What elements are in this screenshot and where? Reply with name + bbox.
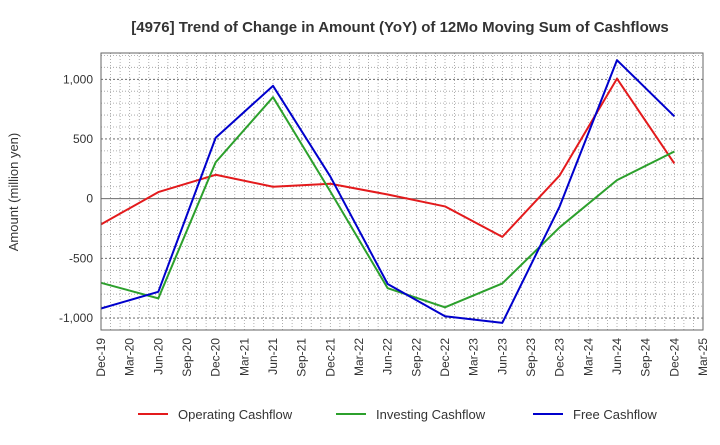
x-tick-labels: Dec-19 Mar-20 Jun-20 Sep-20 Dec-20 Mar-21 Jun-… xyxy=(94,338,710,377)
x-tick-label: Jun-20 xyxy=(151,338,165,375)
x-tick-label: Mar-24 xyxy=(581,338,595,376)
x-tick-label: Mar-22 xyxy=(352,338,366,376)
x-tick-label: Sep-23 xyxy=(524,338,538,377)
x-tick-label: Sep-21 xyxy=(295,338,309,377)
x-tick-label: Mar-21 xyxy=(237,338,251,376)
x-tick-label: Dec-19 xyxy=(94,338,108,377)
x-tick-label: Dec-24 xyxy=(667,338,681,377)
x-tick-label: Mar-25 xyxy=(696,338,710,376)
x-tick-label: Dec-22 xyxy=(438,338,452,377)
legend: Operating Cashflow Investing Cashflow Free… xyxy=(138,407,657,422)
y-tick-label: 500 xyxy=(73,132,93,146)
series-line-operating-cashflow xyxy=(100,77,676,238)
y-tick-label: 1,000 xyxy=(63,72,93,86)
x-tick-label: Sep-22 xyxy=(409,338,423,377)
series-line-investing-cashflow xyxy=(100,96,675,309)
series-line-free-cashflow xyxy=(100,59,676,324)
x-tick-label: Mar-20 xyxy=(123,338,137,376)
x-tick-label: Mar-23 xyxy=(467,338,481,376)
legend-label: Investing Cashflow xyxy=(376,407,486,422)
chart-title: [4976] Trend of Change in Amount (YoY) o… xyxy=(131,19,669,36)
x-tick-label: Jun-22 xyxy=(381,338,395,375)
x-tick-label: Jun-21 xyxy=(266,338,280,375)
y-tick-label: 0 xyxy=(86,192,93,206)
x-tick-label: Jun-23 xyxy=(495,338,509,375)
x-tick-label: Dec-20 xyxy=(209,338,223,377)
plot-frame xyxy=(100,52,704,331)
series-layer xyxy=(100,59,676,324)
x-tick-label: Dec-23 xyxy=(553,338,567,377)
x-tick-label: Jun-24 xyxy=(610,338,624,375)
x-tick-label: Sep-20 xyxy=(180,338,194,377)
legend-label: Operating Cashflow xyxy=(178,407,293,422)
x-tick-label: Dec-21 xyxy=(323,338,337,377)
x-tick-label: Sep-24 xyxy=(639,338,653,377)
legend-label: Free Cashflow xyxy=(573,407,657,422)
y-tick-label: -500 xyxy=(69,251,93,265)
y-tick-labels: -1,000 -500 0 500 1,000 xyxy=(59,72,93,325)
y-tick-label: -1,000 xyxy=(59,311,93,325)
y-axis-label: Amount (million yen) xyxy=(6,133,21,252)
